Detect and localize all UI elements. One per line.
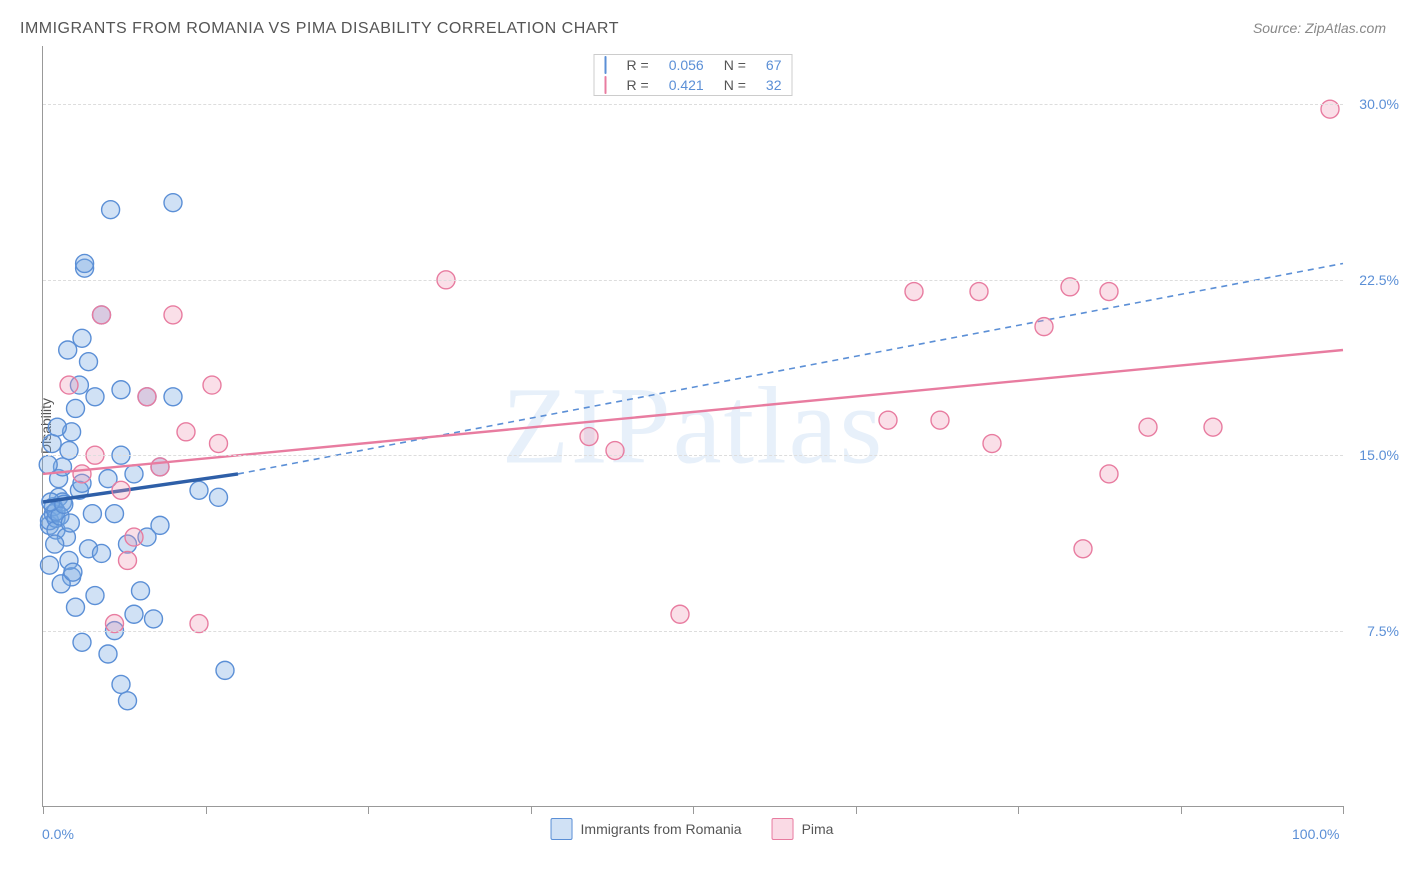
plot-area: ZIPatlas R = 0.056 N = 67 R = 0.421 N = … — [42, 46, 1343, 807]
legend-bottom: Immigrants from Romania Pima — [551, 818, 834, 840]
swatch-blue-icon — [551, 818, 573, 840]
r-value-romania: 0.056 — [659, 55, 714, 76]
y-tick-label: 30.0% — [1359, 96, 1399, 112]
stats-legend-box: R = 0.056 N = 67 R = 0.421 N = 32 — [594, 54, 793, 96]
n-value-pima: 32 — [756, 75, 792, 96]
swatch-pink-icon — [605, 76, 607, 94]
n-label: N = — [714, 75, 756, 96]
source-attribution: Source: ZipAtlas.com — [1253, 20, 1386, 36]
swatch-blue-icon — [605, 56, 607, 74]
legend-label-pima: Pima — [802, 821, 834, 837]
n-label: N = — [714, 55, 756, 76]
y-tick-label: 22.5% — [1359, 272, 1399, 288]
swatch-pink-icon — [772, 818, 794, 840]
n-value-romania: 67 — [756, 55, 792, 76]
chart-svg — [43, 46, 1343, 806]
legend-label-romania: Immigrants from Romania — [581, 821, 742, 837]
header: IMMIGRANTS FROM ROMANIA VS PIMA DISABILI… — [20, 20, 1386, 38]
legend-item-romania: Immigrants from Romania — [551, 818, 742, 840]
legend-item-pima: Pima — [772, 818, 834, 840]
stats-row-pima: R = 0.421 N = 32 — [594, 75, 792, 96]
y-tick-label: 7.5% — [1367, 623, 1399, 639]
r-label: R = — [617, 55, 659, 76]
y-tick-label: 15.0% — [1359, 447, 1399, 463]
chart-title: IMMIGRANTS FROM ROMANIA VS PIMA DISABILI… — [20, 20, 619, 38]
chart-container: Disability ZIPatlas R = 0.056 N = 67 R =… — [42, 46, 1342, 806]
x-tick-label: 0.0% — [42, 826, 74, 842]
x-tick-label: 100.0% — [1292, 826, 1339, 842]
r-value-pima: 0.421 — [659, 75, 714, 96]
r-label: R = — [617, 75, 659, 96]
stats-row-romania: R = 0.056 N = 67 — [594, 55, 792, 76]
